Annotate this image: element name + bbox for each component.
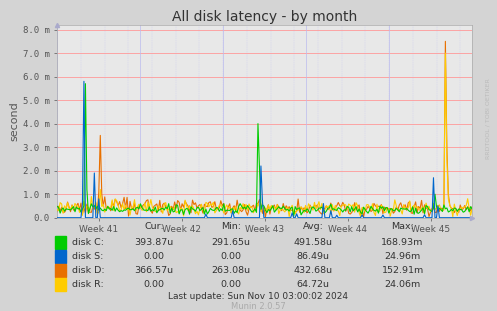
Text: Max:: Max: xyxy=(391,221,414,230)
Text: 0.00: 0.00 xyxy=(144,280,165,289)
Text: 393.87u: 393.87u xyxy=(135,238,173,247)
Text: Cur:: Cur: xyxy=(144,221,164,230)
Text: 0.00: 0.00 xyxy=(221,280,242,289)
Text: 24.06m: 24.06m xyxy=(385,280,420,289)
Text: disk D:: disk D: xyxy=(72,266,105,275)
Text: 0.00: 0.00 xyxy=(144,252,165,261)
Title: All disk latency - by month: All disk latency - by month xyxy=(172,10,357,24)
Text: Avg:: Avg: xyxy=(303,221,324,230)
Text: 291.65u: 291.65u xyxy=(212,238,250,247)
Text: 432.68u: 432.68u xyxy=(294,266,332,275)
Text: 0.00: 0.00 xyxy=(221,252,242,261)
Text: 152.91m: 152.91m xyxy=(381,266,424,275)
Text: 168.93m: 168.93m xyxy=(381,238,424,247)
Text: Munin 2.0.57: Munin 2.0.57 xyxy=(231,301,286,310)
Y-axis label: second: second xyxy=(10,101,20,141)
Text: 86.49u: 86.49u xyxy=(297,252,330,261)
Text: Min:: Min: xyxy=(221,221,241,230)
Text: 24.96m: 24.96m xyxy=(385,252,420,261)
Text: RRDTOOL / TOBI OETIKER: RRDTOOL / TOBI OETIKER xyxy=(486,78,491,159)
Text: disk C:: disk C: xyxy=(72,238,104,247)
Text: Last update: Sun Nov 10 03:00:02 2024: Last update: Sun Nov 10 03:00:02 2024 xyxy=(168,292,348,301)
Text: disk S:: disk S: xyxy=(72,252,103,261)
Text: disk R:: disk R: xyxy=(72,280,104,289)
Text: 263.08u: 263.08u xyxy=(212,266,250,275)
Text: 366.57u: 366.57u xyxy=(135,266,173,275)
Text: 64.72u: 64.72u xyxy=(297,280,330,289)
Text: 491.58u: 491.58u xyxy=(294,238,332,247)
